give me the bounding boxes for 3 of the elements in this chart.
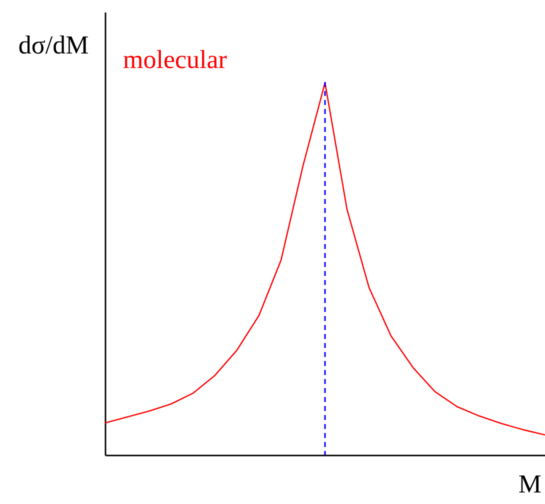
- x-axis-title: M: [518, 470, 542, 498]
- y-axis-title: dσ/dM: [18, 30, 89, 60]
- text: molecular: [123, 45, 228, 74]
